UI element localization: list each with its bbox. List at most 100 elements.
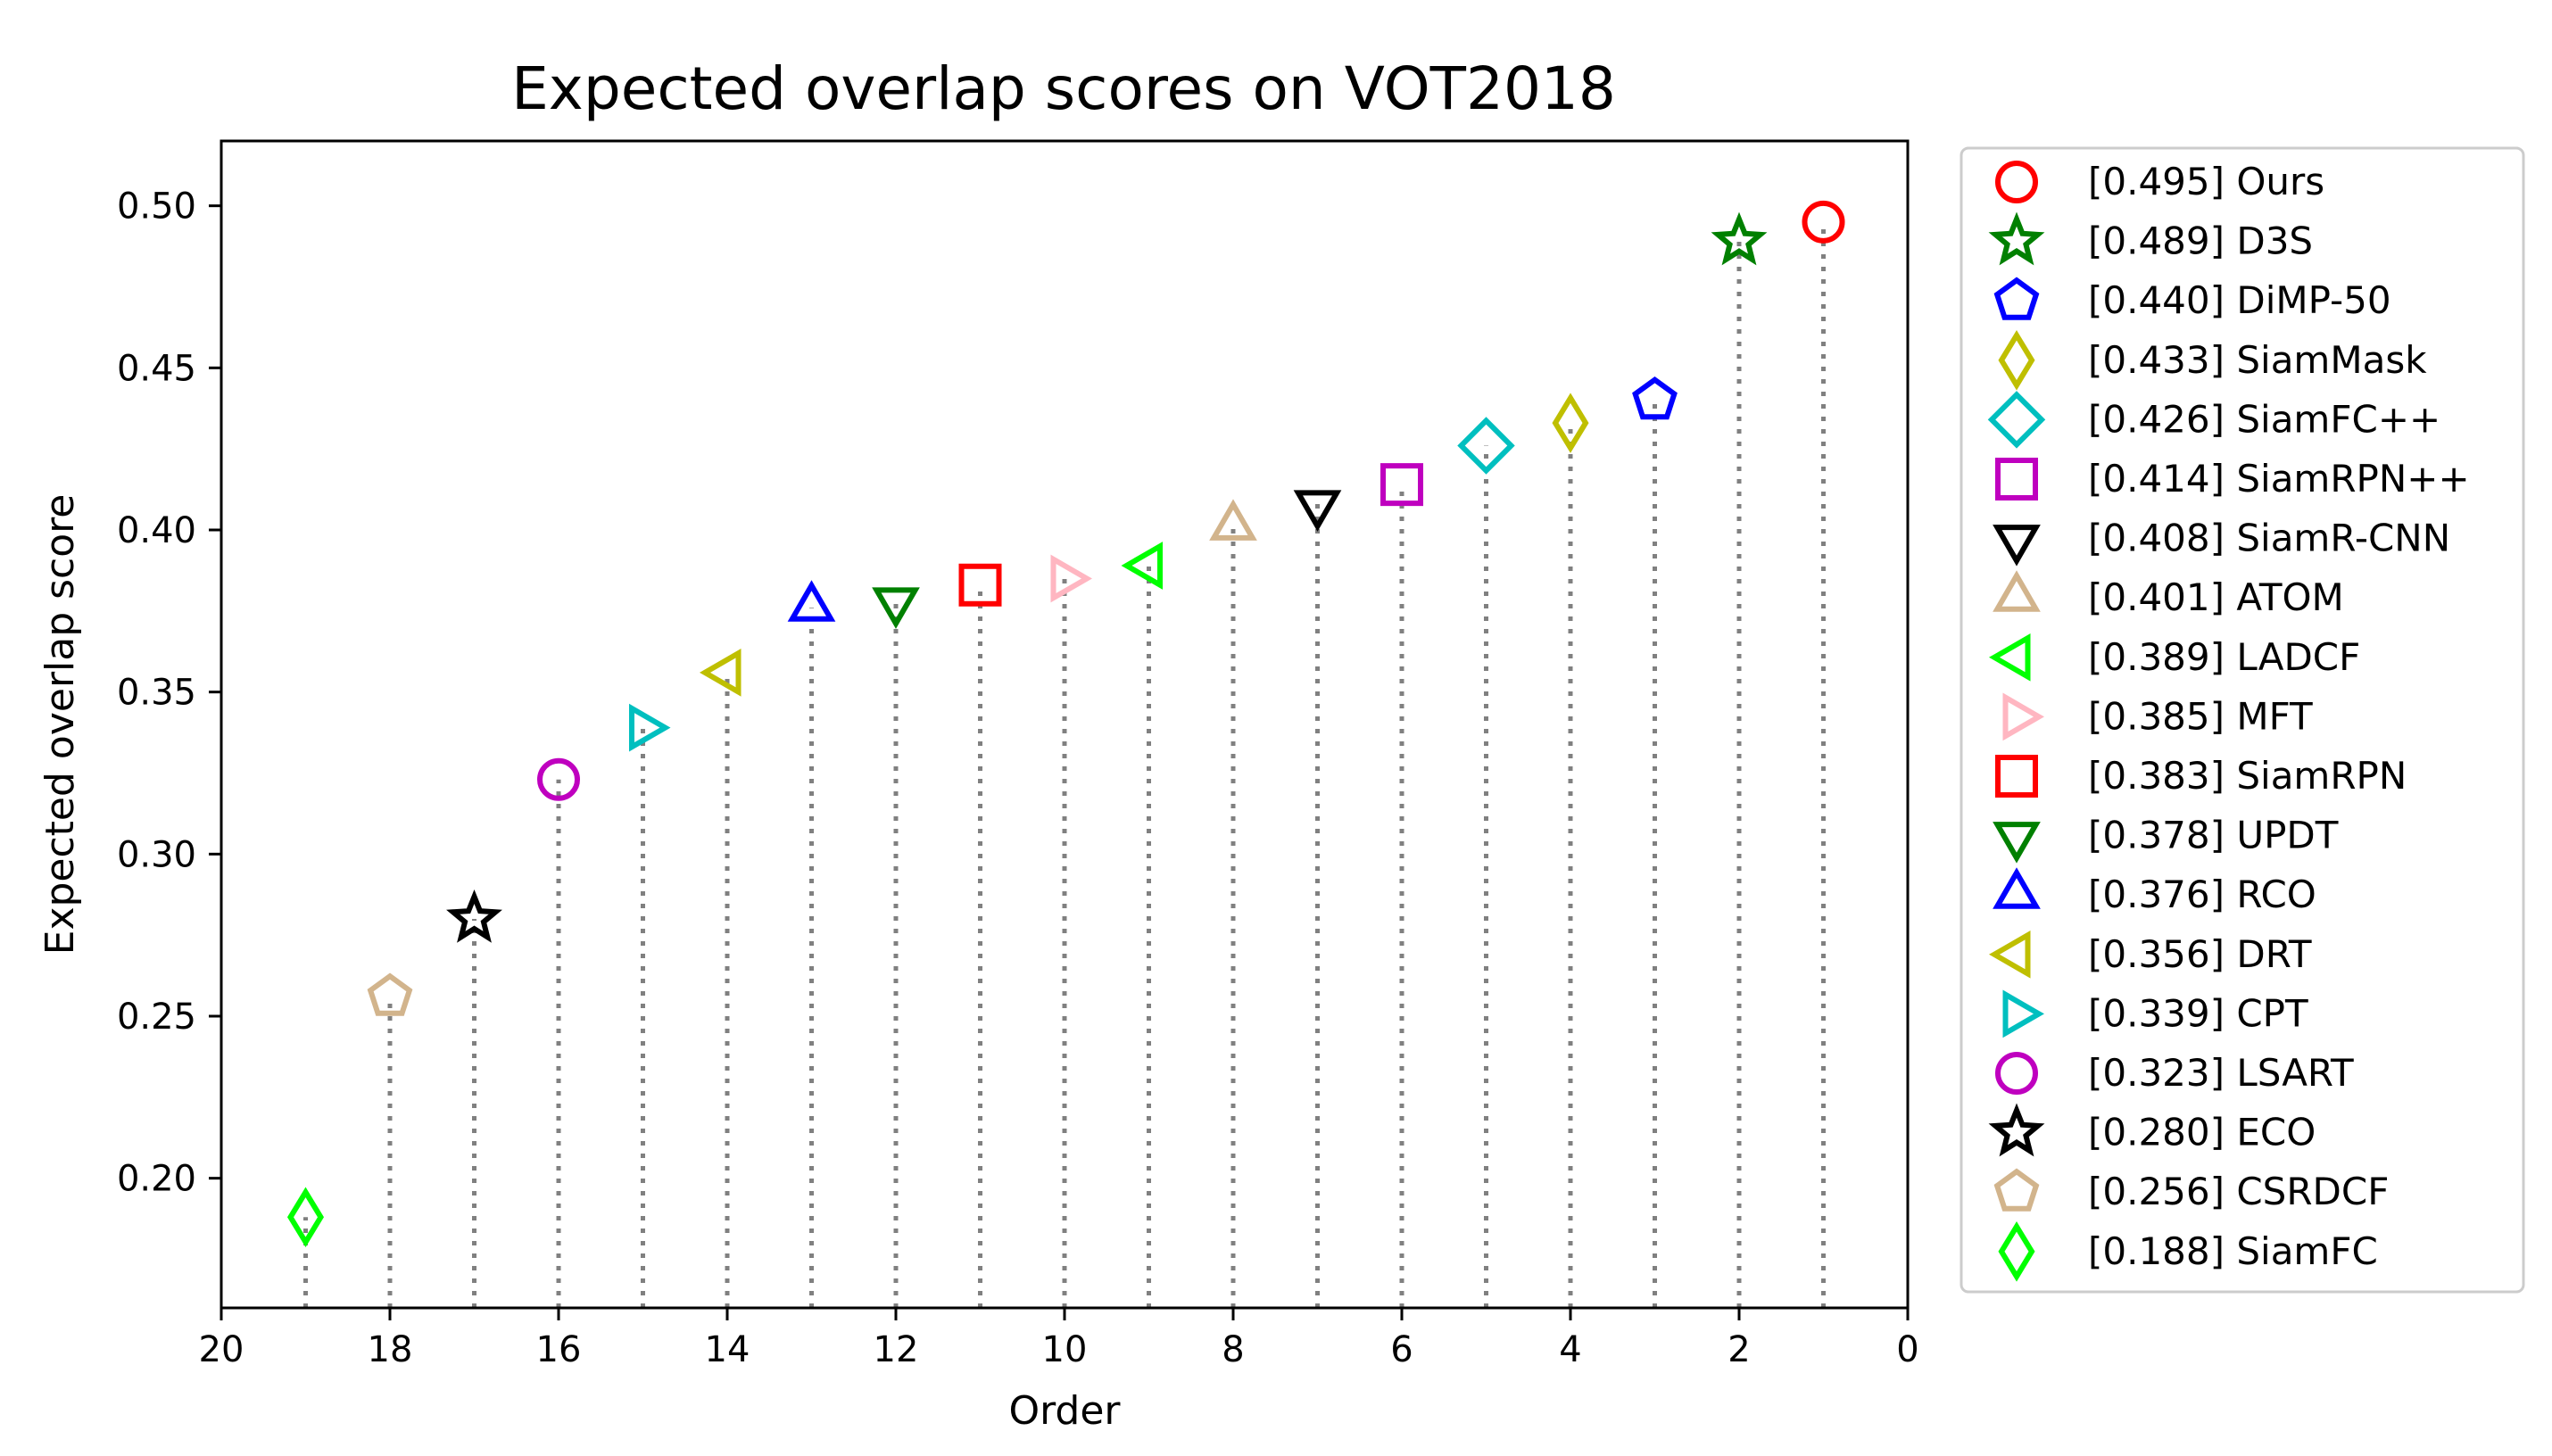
x-tick-label: 18	[368, 1329, 413, 1370]
legend-label: [0.389] LADCF	[2088, 635, 2360, 679]
chart-title: Expected overlap scores on VOT2018	[511, 54, 1616, 123]
y-tick-label: 0.40	[117, 510, 196, 551]
point-ours	[1802, 200, 1845, 244]
legend-item-eco: [0.280] ECO	[1988, 1103, 2316, 1157]
legend-item-siammask: [0.433] SiamMask	[1998, 330, 2427, 391]
point-atom	[1209, 499, 1257, 541]
y-tick-label: 0.50	[117, 186, 196, 228]
legend-item-drt: [0.356] DRT	[1988, 930, 2312, 979]
legend-item-atom: [0.401] ATOM	[1993, 570, 2344, 619]
x-tick-label: 16	[536, 1329, 582, 1370]
legend-item-siamrpn++: [0.414] SiamRPN++	[1995, 457, 2470, 500]
point-d3s	[1711, 211, 1768, 266]
point-ladcf	[1121, 542, 1163, 590]
legend-marker	[1988, 1103, 2045, 1157]
legend-label: [0.401] ATOM	[2088, 575, 2344, 619]
legend-marker	[1993, 822, 2041, 864]
legend-label: [0.495] Ours	[2088, 160, 2324, 203]
drop-lines-layer	[303, 221, 1826, 1308]
x-tick-label: 2	[1728, 1329, 1750, 1370]
point-rco	[787, 580, 836, 622]
legend-item-dimp-50: [0.440] DiMP-50	[1993, 277, 2391, 322]
y-tick-label: 0.35	[117, 673, 196, 714]
legend-item-siamfc: [0.188] SiamFC	[1998, 1221, 2378, 1282]
legend-item-csrdcf: [0.256] CSRDCF	[1993, 1168, 2389, 1213]
x-tick-label: 8	[1222, 1329, 1244, 1370]
legend-marker	[2002, 692, 2045, 741]
legend-label: [0.414] SiamRPN++	[2088, 457, 2470, 500]
point-updt	[872, 587, 920, 629]
legend-item-siamr-cnn: [0.408] SiamR-CNN	[1993, 517, 2450, 567]
x-axis: 20 18 16 14 12 10 8 6 4 2 0	[199, 1308, 1919, 1370]
y-axis: 0.20 0.25 0.30 0.35 0.40 0.45 0.50	[117, 186, 221, 1200]
y-tick-label: 0.20	[117, 1159, 196, 1200]
legend-marker	[1995, 161, 2038, 203]
legend-label: [0.376] RCO	[2088, 873, 2316, 916]
legend-marker	[1988, 633, 2031, 682]
legend-label: [0.440] DiMP-50	[2088, 278, 2391, 322]
legend-label: [0.188] SiamFC	[2088, 1229, 2378, 1273]
legend-frame	[1960, 146, 2525, 1294]
legend-label: [0.339] CPT	[2088, 991, 2308, 1035]
legend-marker	[1987, 391, 2046, 449]
legend-label: [0.383] SiamRPN	[2088, 754, 2407, 798]
legend-marker	[2002, 989, 2045, 1038]
point-eco	[446, 889, 502, 943]
x-tick-label: 20	[199, 1329, 244, 1370]
legend-marker	[1998, 1221, 2035, 1282]
legend-marker	[1998, 330, 2035, 391]
legend-label: [0.256] CSRDCF	[2088, 1170, 2389, 1213]
x-axis-label: Order	[1008, 1388, 1121, 1434]
legend-label: [0.385] MFT	[2088, 694, 2313, 738]
legend-label: [0.408] SiamR-CNN	[2088, 517, 2450, 560]
legend-item-rco: [0.376] RCO	[1993, 867, 2316, 916]
y-tick-label: 0.30	[117, 834, 196, 875]
point-siamrpn++	[1380, 463, 1423, 507]
point-csrdcf	[367, 972, 413, 1016]
legend-marker	[1995, 458, 2038, 500]
legend-label: [0.356] DRT	[2088, 932, 2312, 976]
x-tick-label: 4	[1559, 1329, 1581, 1370]
legend-marker	[1993, 867, 2041, 909]
point-lsart	[537, 757, 580, 801]
x-tick-label: 6	[1390, 1329, 1413, 1370]
legend-marker	[1988, 211, 2045, 266]
legend-item-updt: [0.378] UPDT	[1993, 814, 2339, 864]
point-dimp-50	[1632, 376, 1678, 420]
legend-marker	[1993, 277, 2040, 320]
legend-marker	[1993, 1168, 2040, 1212]
legend-label: [0.323] LSART	[2088, 1051, 2354, 1095]
legend-label: [0.433] SiamMask	[2088, 338, 2427, 382]
legend-label: [0.426] SiamFC++	[2088, 397, 2440, 441]
legend-label: [0.280] ECO	[2088, 1111, 2316, 1154]
point-mft	[1050, 554, 1093, 603]
legend-item-ladcf: [0.389] LADCF	[1988, 633, 2360, 682]
x-tick-label: 12	[874, 1329, 919, 1370]
point-drt	[699, 649, 742, 697]
point-siamfc++	[1457, 417, 1515, 475]
legend-item-mft: [0.385] MFT	[2002, 692, 2313, 741]
point-cpt	[629, 703, 671, 752]
legend-marker	[1988, 930, 2031, 979]
y-tick-label: 0.45	[117, 348, 196, 389]
legend-item-lsart: [0.323] LSART	[1995, 1051, 2354, 1095]
legend-item-siamrpn: [0.383] SiamRPN	[1995, 754, 2407, 798]
point-siammask	[1552, 393, 1589, 453]
legend-item-siamfc++: [0.426] SiamFC++	[1987, 391, 2440, 449]
x-tick-label: 0	[1896, 1329, 1918, 1370]
point-siamfc	[286, 1187, 325, 1248]
legend-marker	[1993, 570, 2041, 612]
legend: [0.495] Ours [0.489] D3S [0.440] DiMP-50 [0…	[1960, 146, 2525, 1294]
x-tick-label: 14	[705, 1329, 750, 1370]
point-siamr-cnn	[1293, 490, 1342, 532]
legend-item-cpt: [0.339] CPT	[2002, 989, 2308, 1038]
legend-marker	[1995, 1052, 2038, 1095]
legend-label: [0.378] UPDT	[2088, 814, 2339, 857]
point-siamrpn	[958, 563, 1002, 607]
legend-item-d3s: [0.489] D3S	[1988, 211, 2313, 266]
y-tick-label: 0.25	[117, 997, 196, 1038]
markers-layer	[286, 200, 1845, 1248]
legend-marker	[1993, 525, 2041, 567]
x-tick-label: 10	[1042, 1329, 1088, 1370]
